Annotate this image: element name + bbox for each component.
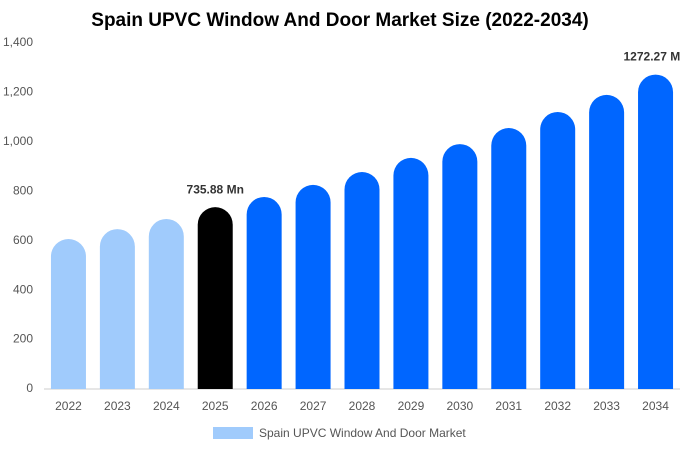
- bar: [148, 218, 184, 389]
- bar: [246, 196, 282, 389]
- x-tick-label: 2023: [104, 399, 131, 413]
- x-tick-label: 2032: [544, 399, 571, 413]
- bar: [50, 238, 86, 389]
- legend-label: Spain UPVC Window And Door Market: [259, 426, 466, 440]
- bar: [540, 111, 576, 390]
- value-label: 735.88 Mn: [187, 182, 244, 196]
- y-tick-label: 200: [13, 332, 33, 346]
- x-tick-label: 2033: [593, 399, 620, 413]
- legend-swatch: [213, 427, 253, 439]
- y-tick-label: 0: [26, 381, 33, 395]
- bar: [197, 207, 233, 389]
- x-tick-label: 2029: [398, 399, 425, 413]
- y-tick-label: 800: [13, 183, 33, 197]
- bar: [295, 184, 331, 389]
- chart-title: Spain UPVC Window And Door Market Size (…: [91, 10, 588, 31]
- bar: [393, 157, 429, 389]
- bar: [442, 144, 478, 389]
- value-label: 1272.27 Mn: [624, 50, 680, 64]
- x-tick-label: 2034: [642, 399, 669, 413]
- y-tick-label: 600: [13, 233, 33, 247]
- x-tick-label: 2031: [495, 399, 522, 413]
- x-tick-label: 2027: [300, 399, 327, 413]
- x-tick-label: 2026: [251, 399, 278, 413]
- bar: [99, 229, 135, 389]
- x-tick-label: 2024: [153, 399, 180, 413]
- x-tick-label: 2028: [349, 399, 376, 413]
- x-tick-label: 2030: [446, 399, 473, 413]
- y-tick-label: 1,200: [3, 85, 33, 99]
- bar: [589, 94, 625, 390]
- y-tick-label: 1,400: [3, 35, 33, 49]
- bar: [491, 128, 527, 389]
- x-tick-label: 2022: [55, 399, 82, 413]
- x-tick-label: 2025: [202, 399, 229, 413]
- y-tick-label: 1,000: [3, 134, 33, 148]
- bar: [638, 74, 674, 389]
- y-tick-label: 400: [13, 282, 33, 296]
- bar: [344, 172, 380, 389]
